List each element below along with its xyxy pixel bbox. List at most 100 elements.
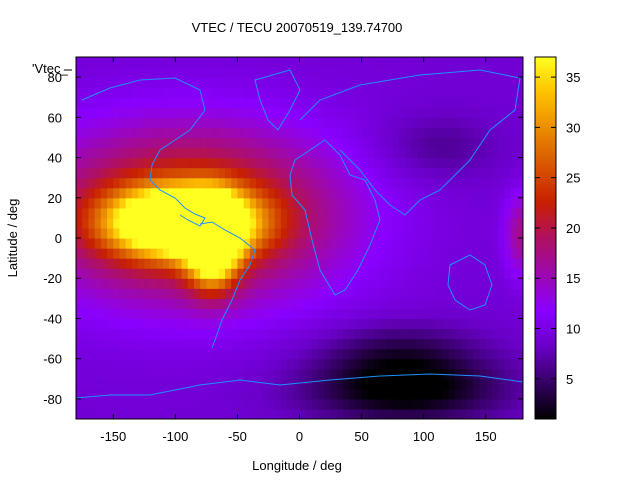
heatmap-cell bbox=[361, 187, 369, 199]
heatmap-cell bbox=[311, 187, 319, 199]
heatmap-cell bbox=[454, 388, 462, 400]
heatmap-cell bbox=[125, 328, 133, 340]
heatmap-cell bbox=[76, 207, 83, 219]
heatmap-cell bbox=[429, 117, 437, 128]
heatmap-cell bbox=[187, 368, 195, 380]
heatmap-cell bbox=[467, 97, 474, 108]
heatmap-cell bbox=[237, 248, 245, 259]
heatmap-cell bbox=[249, 67, 257, 78]
heatmap-cell bbox=[429, 288, 437, 299]
heatmap-cell bbox=[274, 348, 282, 360]
heatmap-cell bbox=[144, 258, 152, 269]
heatmap-cell bbox=[367, 87, 375, 98]
heatmap-cell bbox=[405, 197, 412, 209]
heatmap-cell bbox=[386, 217, 394, 229]
heatmap-cell bbox=[125, 398, 133, 410]
heatmap-cell bbox=[119, 338, 127, 350]
heatmap-cell bbox=[318, 187, 325, 199]
heatmap-cell bbox=[175, 278, 183, 289]
heatmap-cell bbox=[218, 57, 226, 68]
heatmap-cell bbox=[119, 197, 127, 209]
heatmap-cell bbox=[516, 308, 523, 320]
heatmap-cell bbox=[88, 87, 96, 98]
heatmap-cell bbox=[504, 338, 512, 350]
heatmap-cell bbox=[417, 97, 425, 108]
heatmap-cell bbox=[336, 388, 344, 400]
heatmap-cell bbox=[150, 398, 158, 410]
heatmap-cell bbox=[88, 217, 96, 229]
heatmap-cell bbox=[218, 268, 226, 279]
heatmap-cell bbox=[367, 117, 375, 128]
heatmap-cell bbox=[454, 408, 462, 419]
heatmap-cell bbox=[374, 368, 381, 380]
heatmap-cell bbox=[491, 187, 499, 199]
heatmap-cell bbox=[467, 207, 474, 219]
heatmap-cell bbox=[355, 388, 363, 400]
heatmap-cell bbox=[324, 338, 332, 350]
heatmap-cell bbox=[330, 398, 338, 410]
heatmap-cell bbox=[249, 318, 257, 330]
heatmap-cell bbox=[324, 308, 332, 320]
heatmap-cell bbox=[454, 87, 462, 98]
heatmap-cell bbox=[94, 67, 102, 78]
heatmap-cell bbox=[200, 308, 207, 320]
heatmap-cell bbox=[510, 408, 518, 419]
heatmap-cell bbox=[491, 278, 499, 289]
heatmap-cell bbox=[305, 137, 313, 149]
heatmap-cell bbox=[175, 157, 183, 169]
heatmap-cell bbox=[88, 318, 96, 330]
heatmap-cell bbox=[287, 248, 294, 259]
heatmap-cell bbox=[311, 197, 319, 209]
heatmap-cell bbox=[76, 87, 83, 98]
heatmap-cell bbox=[206, 248, 214, 259]
heatmap-cell bbox=[218, 97, 226, 108]
heatmap-cell bbox=[76, 147, 83, 159]
heatmap-cell bbox=[423, 378, 431, 390]
heatmap-cell bbox=[156, 328, 164, 340]
heatmap-cell bbox=[448, 147, 456, 159]
heatmap-cell bbox=[100, 238, 108, 249]
heatmap-cell bbox=[256, 308, 263, 320]
heatmap-cell bbox=[256, 258, 263, 269]
heatmap-cell bbox=[212, 127, 220, 139]
heatmap-cell bbox=[150, 147, 158, 159]
heatmap-cell bbox=[498, 258, 505, 269]
heatmap-cell bbox=[405, 137, 412, 149]
heatmap-cell bbox=[100, 227, 108, 239]
heatmap-cell bbox=[429, 378, 437, 390]
heatmap-cell bbox=[181, 398, 189, 410]
heatmap-cell bbox=[212, 378, 220, 390]
heatmap-cell bbox=[131, 318, 139, 330]
heatmap-cell bbox=[156, 278, 164, 289]
heatmap-cell bbox=[504, 207, 512, 219]
heatmap-cell bbox=[386, 348, 394, 360]
heatmap-cell bbox=[429, 278, 437, 289]
heatmap-cell bbox=[405, 298, 412, 309]
heatmap-cell bbox=[411, 227, 419, 239]
heatmap-cell bbox=[479, 368, 487, 380]
heatmap-cell bbox=[262, 87, 270, 98]
heatmap-cell bbox=[342, 117, 350, 128]
heatmap-cell bbox=[88, 358, 96, 370]
heatmap-cell bbox=[392, 147, 400, 159]
heatmap-cell bbox=[94, 388, 102, 400]
heatmap-cell bbox=[516, 157, 523, 169]
heatmap-cell bbox=[181, 127, 189, 139]
heatmap-cell bbox=[76, 137, 83, 149]
heatmap-cell bbox=[280, 187, 288, 199]
heatmap-cell bbox=[386, 107, 394, 118]
heatmap-cell bbox=[150, 227, 158, 239]
heatmap-cell bbox=[491, 157, 499, 169]
heatmap-cell bbox=[336, 227, 344, 239]
heatmap-cell bbox=[473, 358, 481, 370]
heatmap-cell bbox=[429, 147, 437, 159]
heatmap-cell bbox=[392, 77, 400, 88]
heatmap-cell bbox=[485, 207, 493, 219]
heatmap-cell bbox=[131, 368, 139, 380]
heatmap-cell bbox=[150, 318, 158, 330]
heatmap-cell bbox=[330, 147, 338, 159]
heatmap-cell bbox=[460, 217, 468, 229]
heatmap-cell bbox=[200, 187, 207, 199]
heatmap-cell bbox=[268, 217, 276, 229]
heatmap-cell bbox=[330, 207, 338, 219]
